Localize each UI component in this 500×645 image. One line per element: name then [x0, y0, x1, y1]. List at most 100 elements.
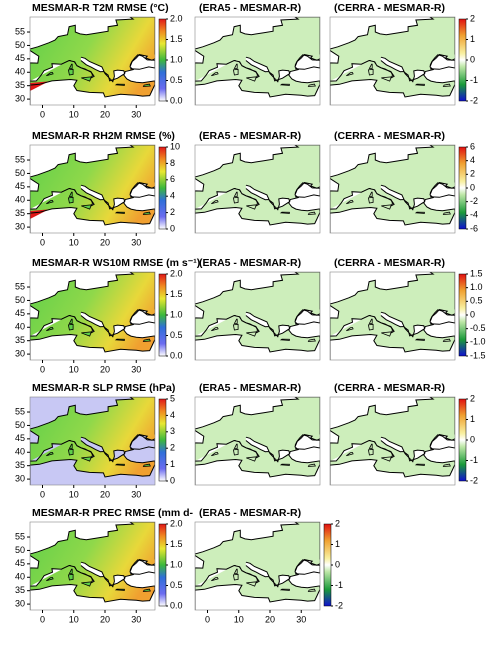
map-border	[29, 271, 156, 361]
coastline	[129, 54, 155, 70]
sea	[30, 565, 95, 587]
colorbar-label: 2	[170, 207, 175, 217]
land-field	[330, 145, 455, 233]
coastline	[245, 561, 291, 588]
coastline	[380, 184, 426, 211]
colorbar-label: 1.5	[470, 268, 483, 278]
island	[81, 204, 92, 210]
island	[381, 456, 392, 462]
map-content	[195, 17, 320, 105]
y-tick-label: 50	[15, 295, 25, 305]
island	[211, 72, 219, 77]
colorbar	[158, 398, 167, 482]
sea	[330, 440, 395, 462]
colorbar-label: 0.0	[170, 600, 183, 610]
coastline	[294, 54, 320, 70]
island	[114, 338, 125, 341]
panel-title: MESMAR-R SLP RMSE (hPa)	[32, 382, 175, 394]
map-panel	[29, 144, 156, 234]
coastline	[80, 311, 126, 338]
island	[233, 63, 238, 69]
colorbar-label: 10	[170, 141, 180, 151]
colorbar-label: 0	[470, 182, 475, 192]
map-content	[30, 17, 155, 105]
colorbar-label: 1	[470, 414, 475, 424]
map-border	[329, 16, 456, 106]
x-tick-label: 0	[40, 237, 45, 247]
island	[211, 577, 219, 582]
island	[114, 588, 125, 591]
sea	[195, 565, 260, 587]
colorbar	[158, 273, 167, 357]
land-field	[30, 145, 155, 233]
colorbar-label: 1.0	[170, 309, 183, 319]
map-content	[30, 397, 155, 485]
island	[232, 68, 239, 76]
island	[414, 463, 425, 466]
colorbar-label: -2	[470, 95, 478, 105]
y-tick-label: 40	[15, 447, 25, 457]
island	[68, 568, 73, 574]
y-tick-label: 30	[15, 598, 25, 608]
island	[46, 327, 54, 332]
island	[114, 83, 125, 86]
colorbar-label: 2.0	[170, 268, 183, 278]
map-content	[330, 272, 455, 360]
island	[232, 323, 239, 331]
island	[67, 196, 74, 204]
y-tick-label: 55	[15, 406, 25, 416]
map-border	[194, 144, 321, 234]
island	[46, 577, 54, 582]
coastline	[380, 56, 426, 83]
island	[46, 72, 54, 77]
island	[414, 211, 425, 214]
island	[367, 323, 374, 331]
coastline	[129, 434, 155, 450]
land-field	[195, 145, 320, 233]
island	[142, 588, 151, 592]
y-tick-label: 45	[15, 558, 25, 568]
island	[246, 331, 257, 337]
colorbar-label: 1.0	[170, 559, 183, 569]
coastline	[195, 145, 320, 233]
coastline	[80, 561, 126, 588]
island	[346, 327, 354, 332]
island	[68, 191, 73, 197]
island	[346, 452, 354, 457]
coastline	[380, 311, 426, 338]
colorbar	[158, 523, 167, 607]
colorbar-label: 0	[170, 223, 175, 233]
land-field	[195, 17, 320, 105]
colorbar-label: 1.0	[170, 54, 183, 64]
island	[67, 68, 74, 76]
x-tick-label: 10	[69, 614, 79, 624]
panel-title: MESMAR-R T2M RMSE (°C)	[32, 2, 169, 14]
y-tick-label: 50	[15, 420, 25, 430]
sea	[330, 188, 395, 210]
map-border	[29, 396, 156, 486]
sea	[30, 188, 95, 210]
coastline	[245, 56, 291, 83]
y-tick-label: 35	[15, 335, 25, 345]
map-content	[195, 272, 320, 360]
coastline	[380, 436, 426, 463]
map-panel	[29, 271, 156, 361]
island	[81, 76, 92, 82]
coastline	[245, 436, 291, 463]
panel-title: (ERA5 - MESMAR-R)	[199, 257, 301, 269]
coastline	[330, 59, 395, 82]
map-content	[195, 522, 320, 610]
coastline	[30, 314, 95, 337]
land-field	[30, 522, 155, 610]
coastline	[330, 439, 395, 462]
coastline	[30, 522, 155, 610]
colorbar-label: 0	[470, 309, 475, 319]
colorbar-label: 5	[170, 393, 175, 403]
coastline	[195, 564, 260, 587]
island	[67, 573, 74, 581]
island	[46, 452, 54, 457]
map-panel	[329, 271, 456, 361]
coastline	[30, 145, 155, 233]
island	[442, 338, 451, 342]
colorbar-label: 1.5	[170, 289, 183, 299]
